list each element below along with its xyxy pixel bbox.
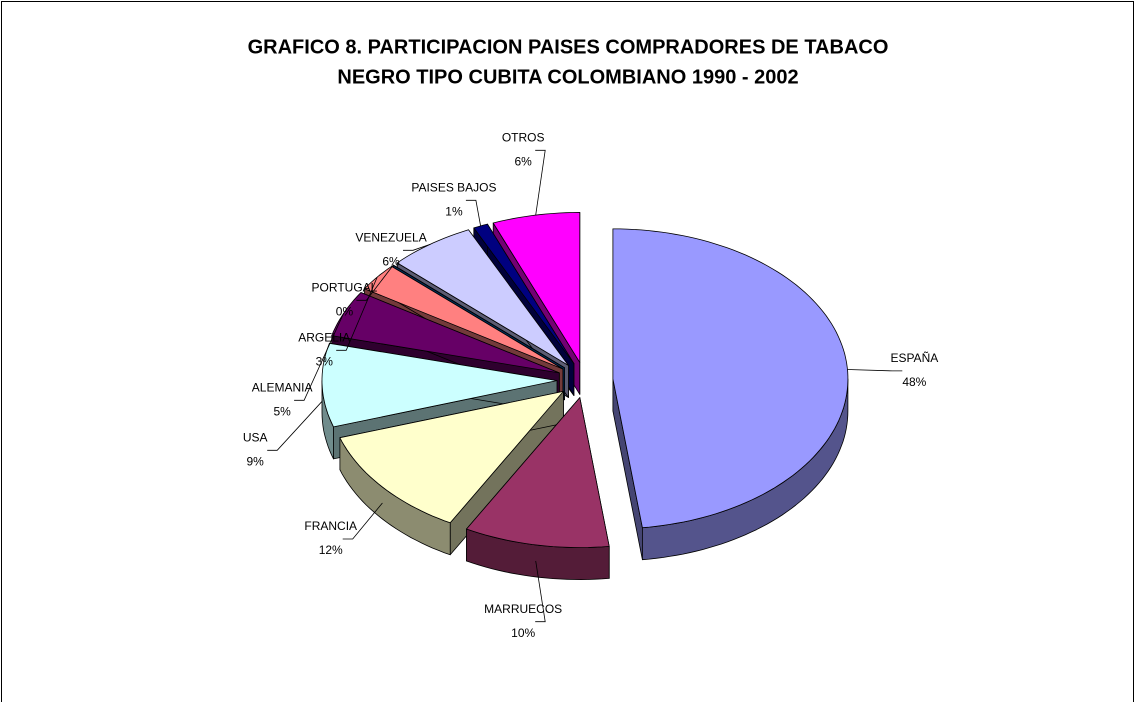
labels: ESPAÑA 48% MARRUECOS 10% FRANCIA 12% USA 9% ALEM… bbox=[243, 130, 938, 639]
slices bbox=[321, 212, 849, 580]
slice bbox=[396, 229, 569, 366]
value-label: 12% bbox=[319, 543, 343, 557]
leader-line bbox=[465, 199, 481, 226]
value-label: 6% bbox=[514, 154, 532, 168]
leader-line bbox=[847, 369, 903, 372]
category-label: PORTUGAL bbox=[312, 280, 378, 294]
category-label: FRANCIA bbox=[304, 519, 357, 533]
value-label: 6% bbox=[382, 254, 400, 268]
category-label: ALEMANIA bbox=[252, 380, 313, 394]
slice bbox=[612, 228, 849, 529]
leader-line bbox=[356, 264, 394, 301]
value-label: 10% bbox=[511, 626, 535, 640]
category-label: VENEZUELA bbox=[355, 230, 426, 244]
leader-line bbox=[267, 401, 323, 451]
leader-line bbox=[403, 243, 431, 251]
value-label: 3% bbox=[316, 354, 334, 368]
chart-subtitle: NEGRO TIPO CUBITA COLOMBIANO 1990 - 2002 bbox=[337, 66, 798, 88]
category-label: OTROS bbox=[502, 130, 545, 144]
slice bbox=[466, 397, 610, 548]
value-label: 0% bbox=[336, 304, 354, 318]
slice bbox=[339, 391, 564, 524]
leader-line bbox=[535, 560, 546, 623]
leader-line bbox=[342, 502, 383, 540]
leader-line bbox=[294, 313, 344, 401]
value-label: 5% bbox=[273, 404, 291, 418]
value-label: 48% bbox=[902, 375, 926, 389]
leader-line bbox=[336, 276, 378, 351]
slice bbox=[473, 223, 575, 364]
category-label: ARGELIA bbox=[298, 330, 350, 344]
category-label: PAISES BAJOS bbox=[411, 180, 496, 194]
slice bbox=[321, 342, 558, 428]
leader-line bbox=[535, 149, 546, 216]
category-label: MARRUECOS bbox=[484, 602, 562, 616]
category-label: USA bbox=[243, 430, 268, 444]
chart-title: GRAFICO 8. PARTICIPACION PAISES COMPRADO… bbox=[248, 36, 889, 58]
category-label: ESPAÑA bbox=[890, 351, 938, 365]
value-label: 9% bbox=[246, 454, 264, 468]
value-label: 1% bbox=[445, 204, 463, 218]
